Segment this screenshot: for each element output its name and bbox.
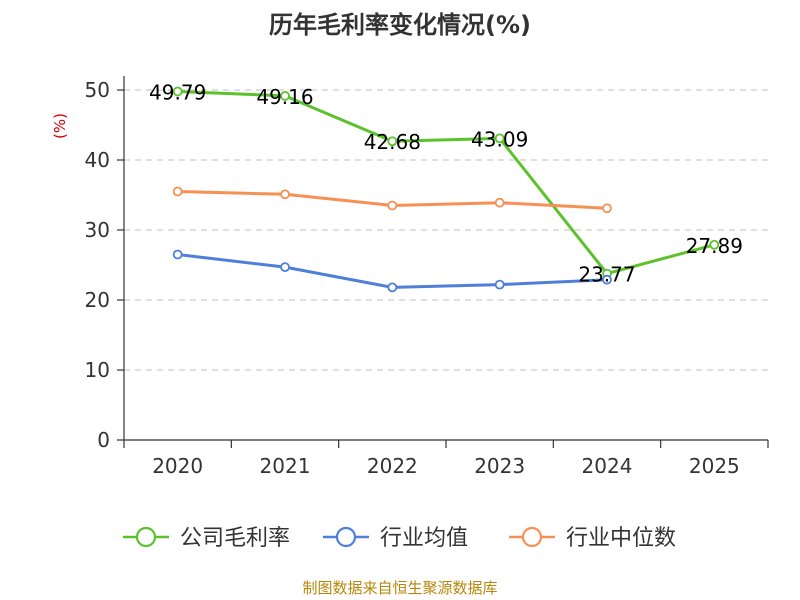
- legend-item-1: 行业均值: [323, 526, 468, 551]
- point-s0-2023: [494, 133, 505, 144]
- data-label-2024: 23.77: [578, 263, 635, 287]
- point-s1-2022: [387, 282, 398, 293]
- legend-marker-2: [521, 526, 543, 548]
- point-s0-2022: [387, 136, 398, 147]
- series-line-1: [177, 253, 608, 289]
- point-s1-2023: [494, 279, 505, 290]
- x-tick-label-2023: 2023: [474, 454, 525, 478]
- y-tick-label-50: 50: [85, 78, 110, 102]
- y-axis-unit: (%): [51, 113, 69, 139]
- y-tick-label-10: 10: [85, 358, 110, 382]
- data-label-2022: 42.68: [364, 130, 421, 154]
- data-label-2020: 49.79: [149, 80, 206, 104]
- series-layer: [172, 86, 720, 293]
- data-label-2023: 43.09: [471, 127, 528, 151]
- source-note: 制图数据来自恒生聚源数据库: [302, 579, 497, 597]
- y-tick-label-20: 20: [85, 288, 110, 312]
- x-tick-label-2022: 2022: [367, 454, 418, 478]
- point-s0-2020: [172, 86, 183, 97]
- point-s2-2022: [387, 200, 398, 211]
- y-tick-label-0: 0: [97, 428, 110, 452]
- point-s0-2025: [709, 239, 720, 250]
- series-line-0: [177, 89, 715, 276]
- legend-marker-1: [335, 526, 357, 548]
- point-s1-2020: [172, 249, 183, 260]
- point-s2-2020: [172, 186, 183, 197]
- point-s2-2024: [602, 203, 612, 214]
- y-tick-label-40: 40: [85, 148, 110, 172]
- x-tick-label-2025: 2025: [689, 454, 740, 478]
- legend-label-2: 行业中位数: [566, 526, 676, 551]
- data-labels: 49.79 49.16 42.68 43.09 23.77 27.89: [149, 80, 743, 286]
- data-label-2025: 27.89: [686, 234, 743, 258]
- legend-item-0: 公司毛利率: [123, 526, 290, 551]
- x-tick-label-2024: 2024: [582, 454, 633, 478]
- data-label-2021: 49.16: [256, 85, 313, 109]
- legend-label-1: 行业均值: [380, 526, 468, 551]
- legend-label-0: 公司毛利率: [180, 526, 290, 551]
- legend: 公司毛利率 行业均值 行业中位数: [123, 526, 676, 551]
- point-s0-2021: [280, 90, 290, 101]
- x-tick-label-2020: 2020: [152, 454, 203, 478]
- point-s2-2021: [280, 189, 290, 200]
- x-tick-label-2021: 2021: [260, 454, 311, 478]
- point-s2-2023: [494, 197, 505, 208]
- legend-marker-0: [135, 526, 157, 548]
- legend-item-2: 行业中位数: [509, 526, 676, 551]
- axes: 0 10 20 30 40 50 2020 2021 2022 2023 2024 2025: [85, 76, 769, 478]
- grid-lines: [124, 89, 768, 371]
- y-tick-label-30: 30: [85, 218, 110, 242]
- chart-title: 历年毛利率变化情况(%): [269, 11, 531, 39]
- point-s1-2021: [280, 262, 290, 273]
- point-s1-2024: [602, 274, 612, 285]
